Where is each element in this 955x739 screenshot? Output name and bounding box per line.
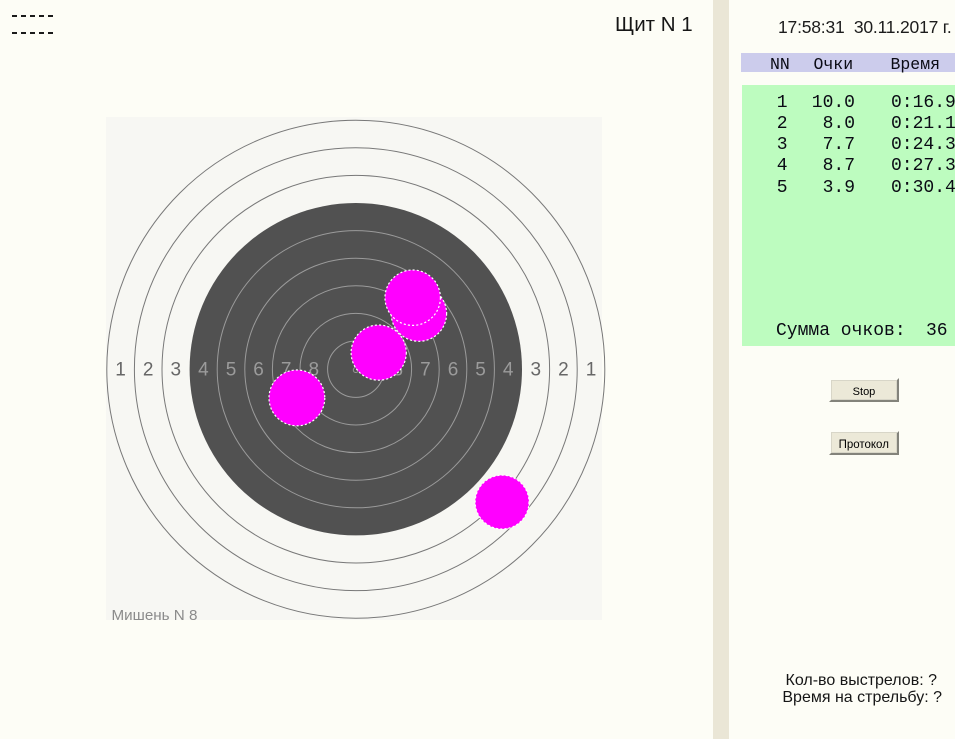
svg-text:2: 2 xyxy=(143,360,154,381)
svg-text:7: 7 xyxy=(420,360,431,381)
svg-text:1: 1 xyxy=(115,360,126,381)
svg-text:3: 3 xyxy=(531,360,542,381)
svg-text:5: 5 xyxy=(226,360,237,381)
svg-text:4: 4 xyxy=(503,360,514,381)
svg-text:2: 2 xyxy=(558,360,569,381)
svg-text:1: 1 xyxy=(586,360,597,381)
svg-text:6: 6 xyxy=(448,360,459,381)
svg-text:8: 8 xyxy=(309,360,320,381)
svg-text:Мишень N 8: Мишень N 8 xyxy=(112,607,198,624)
svg-text:6: 6 xyxy=(253,360,264,381)
svg-text:3: 3 xyxy=(171,360,182,381)
svg-text:4: 4 xyxy=(198,360,209,381)
svg-text:5: 5 xyxy=(475,360,486,381)
svg-text:7: 7 xyxy=(281,360,292,381)
